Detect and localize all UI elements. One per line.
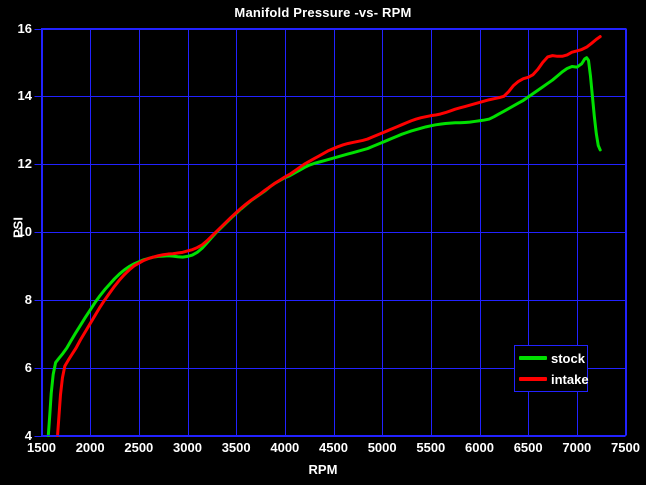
y-axis-label: PSI — [10, 217, 26, 238]
y-tick-14: 14 — [17, 88, 32, 104]
legend-label-stock: stock — [551, 350, 585, 366]
plot-frame — [41, 28, 626, 436]
x-tick-6500: 6500 — [513, 440, 543, 455]
legend-swatch-stock — [519, 356, 547, 360]
x-tick-2500: 2500 — [124, 440, 154, 455]
series-line-intake — [56, 35, 602, 437]
x-tick-5000: 5000 — [367, 440, 397, 455]
data-series — [46, 35, 602, 437]
x-axis-label: RPM — [308, 462, 338, 477]
x-tick-4000: 4000 — [270, 440, 300, 455]
x-tick-3000: 3000 — [173, 440, 202, 455]
x-tick-6000: 6000 — [465, 440, 494, 455]
x-tick-5500: 5500 — [416, 440, 446, 455]
legend-label-intake: intake — [551, 371, 589, 387]
legend-swatch-intake — [519, 377, 547, 381]
x-tick-7500: 7500 — [611, 440, 640, 455]
chart-legend: stock intake — [514, 345, 589, 392]
y-tick-4: 4 — [24, 427, 32, 443]
y-tick-8: 8 — [24, 291, 32, 307]
x-tick-7000: 7000 — [562, 440, 592, 455]
y-tick-6: 6 — [24, 359, 32, 375]
y-tick-10: 10 — [17, 224, 32, 239]
x-tick-3500: 3500 — [221, 440, 251, 455]
series-line-stock — [46, 56, 602, 437]
x-tick-1500: 1500 — [27, 440, 56, 455]
y-tick-16: 16 — [17, 20, 32, 36]
legend-item-stock[interactable]: stock — [519, 348, 585, 368]
y-tick-12: 12 — [17, 156, 32, 172]
chart-title: Manifold Pressure -vs- RPM — [234, 5, 412, 20]
x-tick-4500: 4500 — [319, 440, 348, 455]
legend-item-intake[interactable]: intake — [519, 369, 589, 389]
x-tick-2000: 2000 — [75, 440, 105, 455]
